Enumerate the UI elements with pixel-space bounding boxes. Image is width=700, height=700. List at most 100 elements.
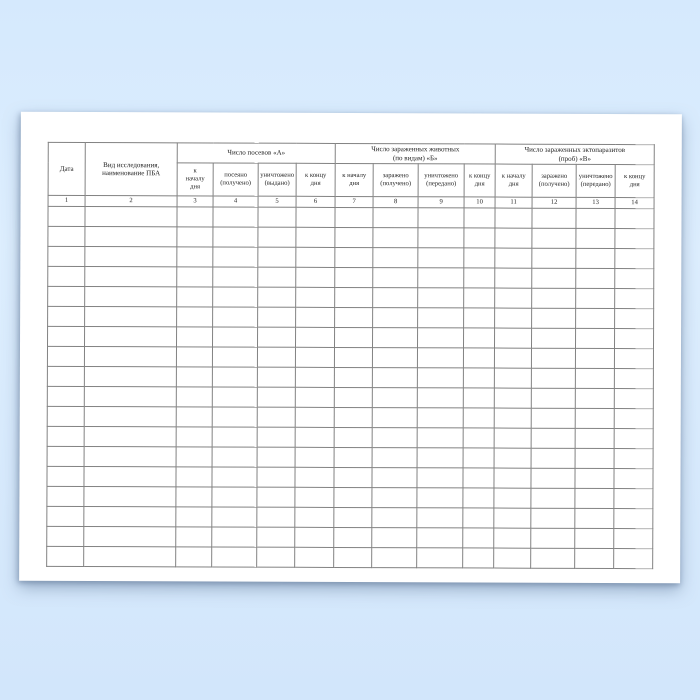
empty-cell [176, 386, 213, 407]
empty-cell [531, 368, 576, 389]
empty-cell [47, 266, 85, 287]
subheader-b-end-of-day: к концу дня [464, 163, 496, 198]
empty-cell [295, 247, 335, 268]
empty-cell [83, 466, 177, 487]
empty-cell [575, 308, 615, 329]
empty-cell [373, 207, 419, 228]
empty-cell [176, 266, 213, 287]
empty-row [47, 306, 654, 329]
empty-cell [83, 526, 176, 547]
empty-cell [575, 368, 615, 389]
empty-cell [256, 547, 295, 568]
empty-cell [531, 388, 576, 409]
empty-cell [371, 527, 417, 548]
empty-cell [530, 548, 575, 569]
empty-cell [417, 407, 464, 428]
empty-cell [83, 546, 176, 567]
empty-cell [211, 546, 257, 568]
group-title-row: Дата Вид исследования, наименование ПБА … [48, 142, 655, 196]
empty-cell [531, 248, 576, 269]
empty-cell [613, 528, 653, 549]
empty-cell [176, 406, 213, 427]
empty-cell [531, 328, 576, 349]
empty-cell [463, 387, 495, 409]
empty-cell [575, 428, 615, 449]
empty-cell [47, 346, 85, 367]
empty-cell [47, 306, 85, 327]
empty-cell [46, 486, 84, 507]
empty-cell [417, 247, 464, 268]
empty-cell [417, 327, 464, 348]
empty-cell [295, 367, 335, 388]
empty-cell [575, 328, 615, 349]
empty-cell [257, 347, 296, 368]
empty-cell [257, 367, 296, 388]
empty-cell [334, 227, 374, 248]
empty-cell [46, 466, 85, 487]
empty-cell [334, 327, 373, 348]
empty-cell [212, 446, 258, 468]
column-number: 9 [418, 196, 465, 208]
empty-cell [211, 526, 257, 548]
empty-cell [334, 267, 373, 288]
empty-cell [84, 246, 177, 267]
empty-cell [575, 248, 615, 269]
empty-cell [531, 448, 576, 469]
empty-cell [47, 326, 85, 347]
empty-cell [47, 406, 85, 427]
column-number: 3 [177, 195, 214, 207]
empty-cell [84, 446, 177, 467]
empty-cell [494, 468, 532, 489]
subheader-b-destroyed-transferred: уничтожено (передано) [418, 163, 465, 197]
empty-cell [575, 228, 616, 249]
empty-cell [257, 207, 297, 228]
empty-cell [574, 508, 614, 529]
empty-cell [212, 426, 258, 448]
subheader-a-start-of-day: к началу дня [177, 162, 214, 196]
empty-cell [83, 506, 176, 527]
empty-cell [372, 287, 418, 308]
subheader-v-start-of-day: к началу дня [495, 164, 533, 198]
empty-cell [575, 448, 615, 469]
empty-cell [372, 247, 418, 268]
empty-cell [494, 348, 532, 369]
empty-cell [576, 208, 616, 229]
empty-cell [463, 227, 496, 249]
empty-row [46, 466, 654, 489]
subheader-b-start-of-day: к началу дня [335, 163, 374, 197]
empty-cell [46, 526, 84, 547]
subheader-a-seeded-received: посеяно (получено) [213, 162, 259, 197]
empty-cell [614, 328, 654, 349]
empty-cell [46, 546, 84, 567]
column-number: 13 [576, 197, 616, 209]
empty-cell [334, 367, 373, 388]
empty-cell [175, 546, 212, 567]
empty-cell [614, 248, 654, 269]
empty-cell [176, 286, 213, 307]
empty-cell [175, 526, 212, 547]
empty-cell [417, 307, 464, 328]
column-number: 5 [258, 196, 297, 208]
empty-cell [531, 288, 576, 309]
empty-row [47, 446, 654, 469]
empty-cell [212, 286, 258, 308]
empty-cell [417, 447, 464, 468]
column-number: 8 [373, 196, 419, 208]
empty-cell [84, 426, 177, 447]
empty-cell [333, 507, 372, 528]
empty-cell [257, 267, 296, 288]
empty-cell [47, 446, 85, 467]
empty-cell [494, 308, 532, 329]
empty-cell [372, 467, 418, 488]
empty-cell [371, 547, 417, 568]
empty-cell [532, 208, 577, 229]
header-research-type: Вид исследования, наименование ПБА [85, 142, 178, 196]
empty-cell [47, 286, 85, 307]
empty-cell [531, 228, 577, 249]
column-number: 1 [48, 195, 86, 207]
empty-cell [531, 428, 576, 449]
empty-cell [175, 506, 212, 527]
empty-cell [614, 368, 654, 389]
empty-cell [613, 548, 653, 569]
